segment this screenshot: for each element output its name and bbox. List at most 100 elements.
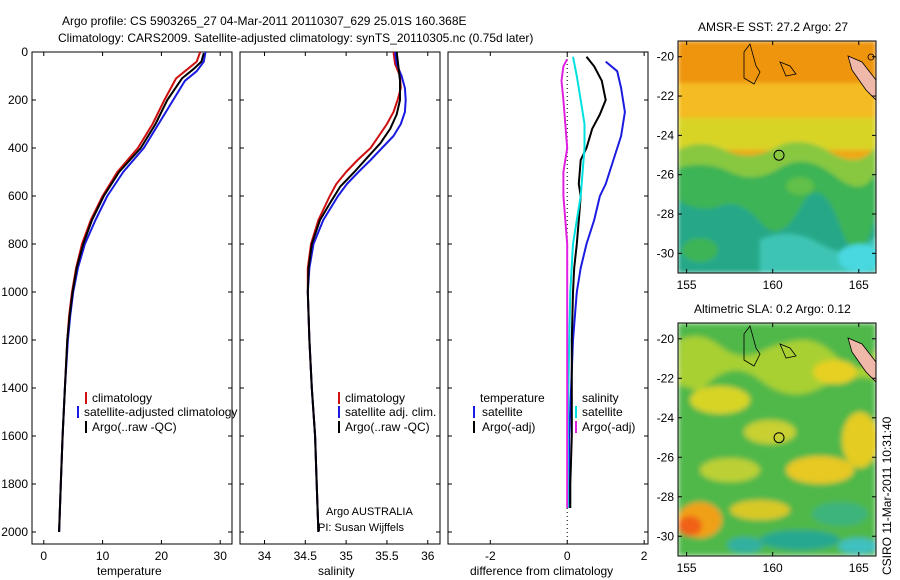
- sla-field: [678, 323, 876, 556]
- x-tick-label: 34: [258, 549, 272, 563]
- map-y-tick-label: -24: [657, 128, 675, 142]
- x-tick-label: 36: [421, 549, 435, 563]
- x-tick-label: 0: [564, 549, 571, 563]
- header-line-1: Argo profile: CS 5903265_27 04-Mar-2011 …: [62, 14, 467, 28]
- series-line-argo: [58, 52, 205, 533]
- timestamp-stamp: CSIRO 11-Mar-2011 10:31:40: [880, 416, 894, 575]
- y-tick-label: 2000: [1, 525, 28, 539]
- x-tick-label: 20: [155, 549, 169, 563]
- map-y-tick-label: -26: [657, 450, 675, 464]
- legend-label-sal-satellite: satellite: [582, 405, 623, 419]
- y-tick-label: 1600: [1, 429, 28, 443]
- legend-label-climatology: climatology: [92, 391, 152, 405]
- sst-map-title: AMSR-E SST: 27.2 Argo: 27: [698, 20, 848, 34]
- x-tick-label: 2: [641, 549, 648, 563]
- y-tick-label: 1800: [1, 477, 28, 491]
- x-tick-label: 30: [214, 549, 228, 563]
- difference-axes-frame: [447, 51, 649, 545]
- y-tick-label: 1200: [1, 333, 28, 347]
- land-mass: [847, 337, 876, 383]
- y-tick-label: 600: [8, 189, 28, 203]
- legend-label-temp-argo: Argo(-adj): [482, 420, 535, 434]
- x-tick-label: 35.5: [375, 549, 399, 563]
- difference-y-ticks: [448, 51, 648, 533]
- sla-map-panel: Altimetric SLA: 0.2 Argo: 0.12: [657, 302, 877, 575]
- difference-xlabel: difference from climatology: [470, 564, 613, 578]
- sla-map-title: Altimetric SLA: 0.2 Argo: 0.12: [694, 302, 851, 316]
- coastline: [743, 325, 761, 367]
- map-x-tick-label: 160: [763, 278, 783, 292]
- sla-map-frame: [677, 322, 877, 557]
- map-x-tick-label: 160: [763, 561, 783, 575]
- land-mass: [847, 55, 876, 101]
- salinity-legend: climatology satellite adj. clim. Argo(..…: [338, 391, 436, 434]
- y-tick-label: 1400: [1, 381, 28, 395]
- map-y-tick-label: -30: [657, 246, 675, 260]
- sst-map-axes: -20 -22 -24 -26 -28 -30 155 160 165: [657, 41, 876, 292]
- map-x-tick-label: 165: [849, 278, 869, 292]
- map-x-tick-label: 155: [677, 561, 697, 575]
- map-y-tick-label: -28: [657, 490, 675, 504]
- sla-map-axes: -20 -22 -24 -26 -28 -30 155 160 165: [657, 323, 876, 575]
- difference-x-axis: -2 0 2: [485, 52, 648, 563]
- argo-program-label: Argo AUSTRALIA: [326, 506, 413, 518]
- sst-map-panel: AMSR-E SST: 27.2 Argo: 27 -20-22-: [657, 20, 877, 292]
- y-tick-label: 0: [21, 45, 28, 59]
- salinity-y-ticks: [240, 51, 440, 533]
- legend-label-sal-argo: Argo(-adj): [582, 420, 635, 434]
- temperature-x-axis: 0 10 20 30: [40, 52, 227, 563]
- coastline: [779, 343, 797, 359]
- map-y-tick-label: -20: [657, 50, 675, 64]
- argo-position-marker: [773, 149, 785, 161]
- map-y-tick-label: -20: [657, 332, 675, 346]
- map-y-tick-label: -24: [657, 411, 675, 425]
- x-tick-label: 10: [96, 549, 110, 563]
- map-x-tick-label: 165: [849, 561, 869, 575]
- series-line-argo: [306, 51, 401, 533]
- x-tick-label: 34.5: [294, 549, 318, 563]
- salinity-x-axis: 34 34.5 35 35.5 36: [258, 52, 435, 563]
- x-tick-label: 35: [339, 549, 353, 563]
- legend-label-temp-satellite: satellite: [482, 405, 523, 419]
- coastline: [779, 61, 797, 77]
- legend-label-climatology: climatology: [345, 391, 405, 405]
- difference-panel: -2 0 2 difference from climatology tempera…: [447, 51, 649, 578]
- legend-label-argo: Argo(..raw -QC): [345, 420, 430, 434]
- legend-heading-temperature: temperature: [480, 391, 545, 405]
- difference-legend: temperature satellite Argo(-adj) salinit…: [473, 391, 635, 434]
- legend-label-argo: Argo(..raw -QC): [92, 420, 177, 434]
- map-y-tick-label: -22: [657, 89, 675, 103]
- temperature-axes-frame: [31, 51, 233, 545]
- map-y-tick-label: -28: [657, 207, 675, 221]
- map-y-tick-label: -22: [657, 371, 675, 385]
- coastline: [743, 43, 761, 85]
- depth-axis: 0 200 400 600 800 1000 1200 1400 1600 1800 2000: [1, 45, 232, 539]
- map-x-tick-label: 155: [677, 278, 697, 292]
- sst-map-frame: [677, 40, 877, 274]
- temperature-xlabel: temperature: [97, 564, 162, 578]
- temperature-legend: climatology satellite-adjusted climatolo…: [77, 391, 237, 434]
- argo-position-marker: [773, 432, 785, 444]
- legend-label-satellite: satellite adj. clim.: [345, 405, 436, 419]
- temperature-panel: 0 200 400 600 800 1000 1200 1400 1600 1800 2000 0 1…: [1, 45, 237, 578]
- y-tick-label: 400: [8, 141, 28, 155]
- legend-heading-salinity: salinity: [582, 391, 619, 405]
- map-y-tick-label: -30: [657, 529, 675, 543]
- pi-label: PI: Susan Wijffels: [318, 522, 404, 534]
- difference-series: [560, 56, 626, 508]
- y-tick-label: 200: [8, 93, 28, 107]
- series-line-temperature-satellite: [568, 60, 626, 508]
- header-line-2: Climatology: CARS2009. Satellite-adjuste…: [58, 31, 533, 45]
- legend-label-satellite: satellite-adjusted climatology: [84, 405, 237, 419]
- y-tick-label: 1000: [1, 285, 28, 299]
- salinity-panel: 34 34.5 35 35.5 36 salinity climatology sate…: [239, 51, 441, 578]
- sst-field: [678, 41, 876, 273]
- salinity-axes-frame: [239, 51, 441, 545]
- y-tick-label: 800: [8, 237, 28, 251]
- salinity-series: [306, 51, 407, 533]
- series-line-salinity-salinity_argo: [560, 58, 569, 508]
- temperature-series: [58, 51, 207, 533]
- x-tick-label: -2: [485, 549, 496, 563]
- map-y-tick-label: -26: [657, 168, 675, 182]
